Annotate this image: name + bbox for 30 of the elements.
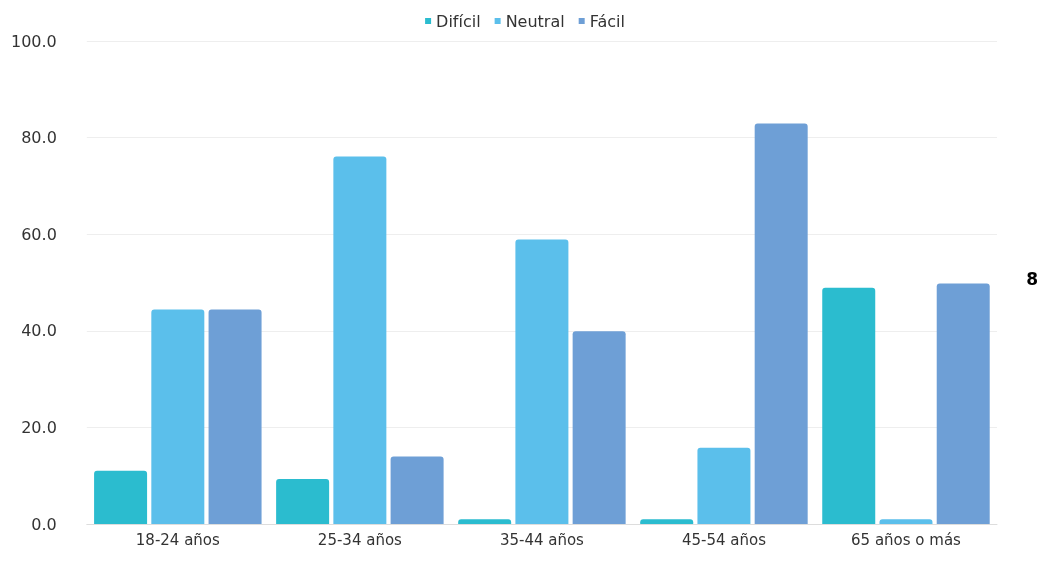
bar (94, 470, 148, 524)
bar (333, 156, 387, 524)
bar (572, 331, 626, 524)
bar (936, 283, 990, 524)
legend-label: Difícil (436, 11, 481, 31)
bar (208, 309, 262, 524)
bar (276, 479, 330, 524)
y-tick-label: 20.0 (21, 417, 57, 437)
bar (754, 123, 808, 524)
y-tick-label: 100.0 (10, 31, 57, 51)
bar (879, 519, 933, 524)
y-tick-label: 0.0 (31, 514, 57, 534)
x-tick-label: 25-34 años (317, 530, 403, 549)
x-tick-label: 18-24 años (135, 530, 221, 549)
legend-label: Neutral (505, 11, 565, 31)
legend-label: Fácil (589, 11, 625, 31)
bar (151, 309, 205, 524)
x-tick-label: 45-54 años (681, 530, 767, 549)
text: 8 (1026, 268, 1039, 289)
bar (640, 519, 694, 524)
y-tick-label: 60.0 (21, 224, 57, 244)
bar (390, 456, 444, 524)
y-tick-label: 40.0 (21, 321, 57, 341)
y-tick-label: 80.0 (21, 128, 57, 148)
bar (458, 519, 512, 524)
x-tick-label: 35-44 años (499, 530, 585, 549)
bar (822, 287, 876, 524)
bar (515, 239, 569, 524)
bar (697, 447, 751, 524)
x-tick-label: 65 años o más (851, 530, 962, 549)
